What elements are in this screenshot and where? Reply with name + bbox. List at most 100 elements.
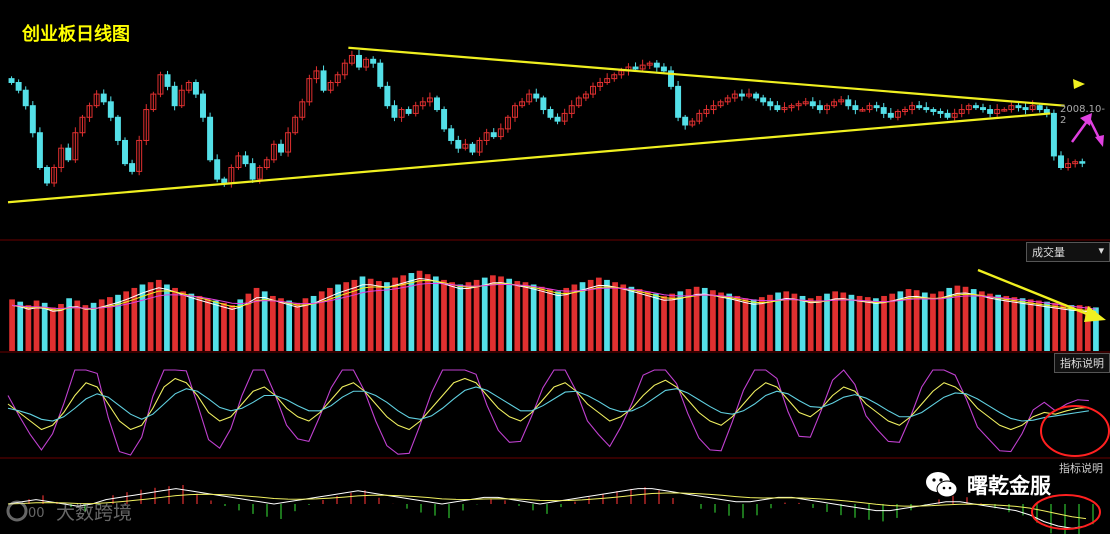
candle-body [363,58,370,68]
volume-bar [400,275,407,351]
volume-bar [367,278,374,351]
candle-body [164,74,171,87]
candle-body [533,93,540,99]
candle-body [441,109,448,130]
volume-bar [286,300,293,351]
volume-bar [718,292,724,351]
volume-bar [90,302,97,351]
candle-body [348,54,355,64]
right-watermark: 曙乾金服 [925,470,1051,500]
candle-body [675,85,682,118]
candle-body [306,78,313,103]
volume-bar [1044,301,1050,351]
volume-ma-line [11,277,1096,314]
volume-bar [881,295,887,351]
volume-label-button[interactable]: 成交量 ▾ [1026,242,1110,262]
candle-body [632,66,639,70]
candle-body [689,120,696,126]
candle-body [214,159,221,180]
volume-bar [131,287,138,351]
candle-body [781,107,788,111]
candle-body [774,105,781,111]
candle-body [79,116,86,134]
left-watermark: 00 大数跨境 [6,497,132,525]
candle-body [809,101,816,107]
candle-body [845,99,852,107]
volume-trend-arrowhead [1084,306,1106,322]
volume-bar [653,293,659,351]
volume-bar [604,279,610,351]
volume-bar [595,277,602,351]
candle-body [838,99,845,103]
candle-body [526,93,533,103]
candle-body [171,85,178,107]
volume-bar [416,270,423,351]
indicator-help-button-2[interactable]: 指标说明 [1059,462,1103,475]
volume-bar [335,284,341,351]
candle-body [207,116,214,161]
candle-body [582,93,589,99]
candle-body [937,110,944,114]
candle-body [136,139,143,172]
volume-bar [1060,303,1067,351]
indicator-help-button-1[interactable]: 指标说明 [1054,353,1110,373]
candle-body [568,105,575,114]
candle-body [497,128,504,138]
price-tag: 2008.10-2 [1060,104,1105,126]
volume-bar [310,295,317,351]
volume-bar [1011,297,1018,351]
volume-bar [946,287,953,351]
volume-bar [139,284,146,351]
volume-bar [147,282,154,351]
volume-bar [856,295,863,351]
candle-body [44,167,50,184]
volume-bar [294,302,301,351]
volume-bar [449,282,455,351]
candle-body [710,105,717,111]
candle-body [1008,105,1015,111]
candle-body [965,105,972,111]
volume-bar [441,279,447,351]
volume-bar [196,295,203,351]
volume-bar [930,293,936,351]
candle-body [738,93,745,97]
macd-dif-line [7,488,1087,529]
trendline-upper [348,46,1065,107]
candle-body [178,89,185,107]
candle-body [717,101,724,107]
wechat-icon [926,472,958,498]
volume-bar [701,287,708,351]
candle-body [753,93,760,99]
volume-bar [58,303,64,351]
candle-body [880,107,887,114]
volume-bar [1027,299,1034,351]
candle-body [278,143,284,153]
volume-bar [530,284,537,351]
volume-bar [1068,305,1075,351]
volume-bar [245,293,252,351]
candle-body [398,109,405,118]
volume-bar [424,274,431,351]
volume-bar [677,291,684,351]
candle-body [221,178,228,184]
volume-bar [661,295,667,351]
candle-body [299,101,306,118]
projection-arrowhead-up [1080,113,1092,126]
price-panel [7,46,1086,204]
candle-body [859,109,866,112]
candle-body [788,105,795,109]
candle-body [646,62,653,66]
candle-body [972,105,979,109]
volume-bar [164,284,170,351]
volume-bar [221,302,227,351]
volume-bar [115,294,121,351]
candle-body [951,112,958,118]
volume-bar [107,297,113,351]
candle-body [313,70,320,80]
volume-bar [1036,300,1042,351]
candle-body [483,132,490,141]
volume-ma-line [12,282,1096,310]
volume-bar [41,302,48,351]
volume-trend-arrow-line [977,268,1093,318]
